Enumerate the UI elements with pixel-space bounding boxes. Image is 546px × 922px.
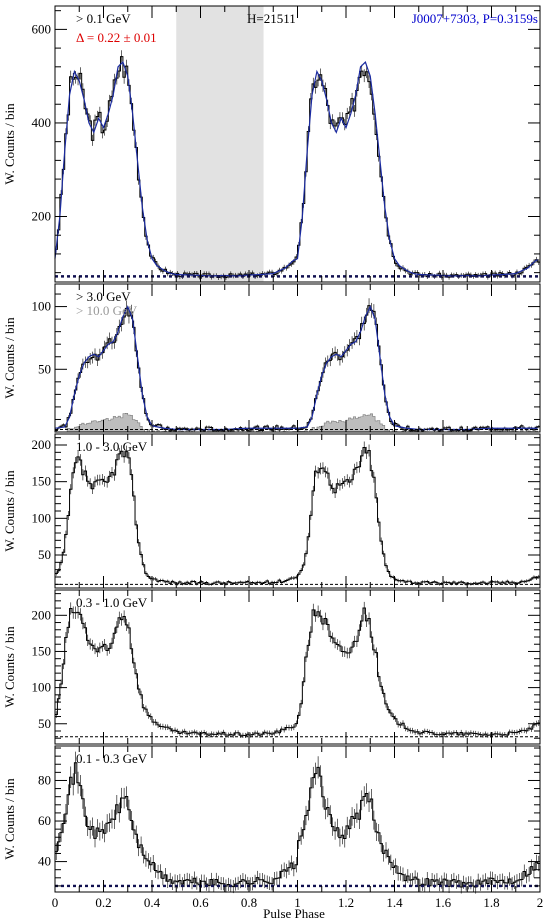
annotation-energy: 0.1 - 0.3 GeV xyxy=(76,751,148,766)
panel-top: 200 400 600 W. Counts / bin > 0.1 GeV Δ = 0.2… xyxy=(2,5,541,283)
y-tick-label: 400 xyxy=(32,115,52,130)
annotation-delta: Δ = 0.22 ± 0.01 xyxy=(76,30,157,45)
y-tick-label: 100 xyxy=(32,510,52,525)
y-axis-label: W. Counts / bin xyxy=(2,317,17,399)
x-tick-label: 1.6 xyxy=(435,895,452,910)
annotation-energy: > 0.1 GeV xyxy=(76,11,131,26)
y-tick-label: 80 xyxy=(38,772,51,787)
y-tick-label: 50 xyxy=(38,547,51,562)
y-tick-label: 200 xyxy=(32,437,52,452)
x-tick-label: 1.4 xyxy=(386,895,403,910)
y-tick-label: 40 xyxy=(38,854,51,869)
plot-frame xyxy=(54,745,541,893)
y-tick-label: 150 xyxy=(32,474,52,489)
x-tick-label: 0.6 xyxy=(192,895,209,910)
panel-fourth: 50 100 150 200 W. Counts / bin 0.3 - 1.0 GeV xyxy=(2,589,541,745)
y-tick-label: 150 xyxy=(32,643,52,658)
y-tick-label: 600 xyxy=(32,21,52,36)
y-axis-label: W. Counts / bin xyxy=(2,626,17,708)
annotation-energy: 0.3 - 1.0 GeV xyxy=(76,595,148,610)
y-axis-label: W. Counts / bin xyxy=(2,778,17,860)
y-axis-label: W. Counts / bin xyxy=(2,103,17,185)
y-tick-label: 60 xyxy=(38,813,51,828)
error-bars xyxy=(55,441,540,586)
x-tick-label: 2 xyxy=(537,895,544,910)
pulse-profile-histogram xyxy=(55,607,540,736)
panel-bottom: 40 60 80 W. Counts / bin 0.1 - 0.3 GeV 0 0.2 0.… xyxy=(2,745,544,910)
y-tick-label: 50 xyxy=(38,361,51,376)
x-tick-label: 0.2 xyxy=(95,895,111,910)
pulse-profile-histogram xyxy=(55,762,540,888)
y-tick-label: 100 xyxy=(32,680,52,695)
annotation-energy: > 3.0 GeV xyxy=(76,289,131,304)
y-axis-label: W. Counts / bin xyxy=(2,470,17,552)
annotation-energy: 1.0 - 3.0 GeV xyxy=(76,439,148,454)
x-tick-label: 1 xyxy=(294,895,301,910)
plot-frame xyxy=(54,5,541,283)
y-tick-label: 200 xyxy=(32,209,52,224)
x-tick-label: 0 xyxy=(52,895,59,910)
fit-curve xyxy=(54,61,538,277)
y-tick-label: 50 xyxy=(38,716,51,731)
x-tick-label: 1.2 xyxy=(338,895,354,910)
y-tick-label: 200 xyxy=(32,607,52,622)
pulse-profile-histogram xyxy=(55,56,540,279)
annotation-pulsar: J0007+7303, P=0.3159s xyxy=(412,11,538,26)
error-bars xyxy=(55,298,540,433)
off-pulse-region xyxy=(176,6,264,282)
pulse-profile-histogram xyxy=(55,305,540,432)
x-tick-label: 1.8 xyxy=(483,895,499,910)
annotation-htest: H=21511 xyxy=(247,11,296,26)
y-tick-label: 100 xyxy=(32,299,52,314)
x-axis-label: Pulse Phase xyxy=(263,906,325,921)
fit-curve xyxy=(54,305,538,431)
panel-second: 50 100 W. Counts / bin > 3.0 GeV> 10.0 GeV xyxy=(2,283,541,433)
annotation-energy2: > 10.0 GeV xyxy=(76,303,138,318)
x-tick-label: 0.4 xyxy=(144,895,161,910)
error-bars xyxy=(55,751,540,894)
pulse-profile-histogram xyxy=(55,447,540,585)
x-tick-label: 0.8 xyxy=(241,895,257,910)
panel-third: 50 100 150 200 W. Counts / bin 1.0 - 3.0 GeV xyxy=(2,433,541,589)
